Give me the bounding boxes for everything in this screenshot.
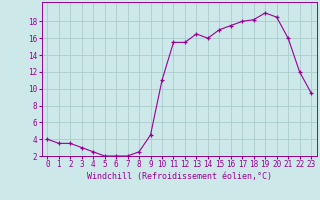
X-axis label: Windchill (Refroidissement éolien,°C): Windchill (Refroidissement éolien,°C) [87, 172, 272, 181]
